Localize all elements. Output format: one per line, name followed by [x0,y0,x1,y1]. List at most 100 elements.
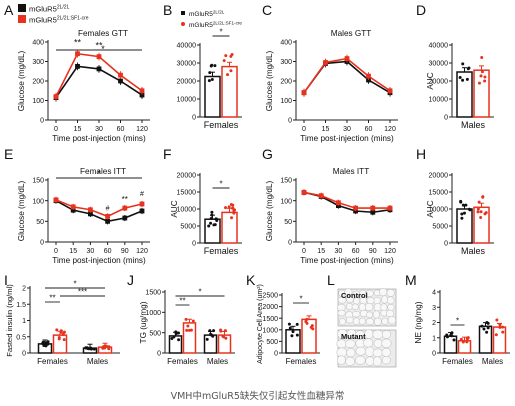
x-category-label: Females [442,357,473,366]
x-category-label: Males [87,357,108,366]
significance-label: * [97,169,101,179]
y-axis-label: AUC [426,72,435,89]
x-category-label: Males [207,357,228,366]
y-tick-label: 0 [22,351,26,358]
data-dot [222,59,226,63]
y-tick-label: 1 [432,335,436,342]
significance-label: ** [122,195,128,204]
x-tick-label: 120 [136,248,148,255]
data-dot [480,324,484,328]
data-dot [213,64,217,68]
panel-letter-f: F [163,146,172,162]
data-point [122,215,128,221]
data-point [70,207,76,213]
panel-letter-l: L [327,272,335,288]
data-dot [479,210,483,214]
y-tick-label: 1.5 [16,302,26,309]
data-dot [465,77,469,81]
x-axis-label: Time post-injection (mins) [300,134,394,143]
x-tick-label: 30 [95,126,103,133]
y-tick-label: 10000 [429,97,449,104]
significance-label: * [299,295,302,304]
x-tick-label: 60 [117,126,125,133]
series-line-control [55,199,143,223]
x-axis-label: Time post-injection (mins) [300,256,394,265]
y-tick-label: 0 [157,351,161,358]
legend-superscript: 2L/2L:SF1-cre [213,21,243,26]
y-tick-label: 100 [280,198,292,205]
x-tick-label: 15 [322,126,330,133]
significance-label: ** [179,297,185,306]
data-point [105,213,110,219]
y-tick-label: 100 [32,198,44,205]
adipocyte-cell [381,295,389,304]
y-tick-label: 0 [288,118,292,125]
y-tick-label: 4 [432,290,436,297]
data-dot [458,75,462,79]
adipocyte-cell [372,329,384,340]
y-tick-label: 5000 [180,224,196,231]
x-tick-label: 0 [302,126,306,133]
data-dot [460,216,464,220]
x-tick-label: 90 [121,248,129,255]
data-dot [486,326,490,330]
y-tick-label: 100 [280,98,292,105]
data-dot [84,346,88,350]
y-tick-label: 20000 [429,173,449,180]
data-dot [207,79,211,83]
y-tick-label: 100 [32,98,44,105]
adipocyte-cell [346,348,356,358]
data-point [53,197,59,203]
data-dot [288,326,292,330]
adipocyte-cell [387,316,397,325]
x-tick-label: 30 [343,126,351,133]
y-tick-label: 10000 [429,207,449,214]
data-dot [41,340,45,344]
data-dot [501,325,505,329]
y-tick-label: 50 [284,219,292,226]
adipocyte-cell [381,347,391,357]
x-category-label: Females [286,357,317,366]
data-point [139,201,145,207]
data-point [353,205,358,211]
data-dot [310,324,314,328]
adipocyte-cell [386,296,395,305]
significance-label: ** [49,294,55,303]
y-tick-label: 200 [280,79,292,86]
significance-label: * [198,288,201,297]
x-axis-label: Time post-injection (mins) [52,134,146,143]
x-tick-label: 60 [352,248,360,255]
data-dot [208,71,212,75]
data-dot [483,75,487,79]
y-tick-label: 0 [274,351,278,358]
adipocyte-cell [352,310,361,318]
data-dot [305,317,309,321]
x-tick-label: 30 [335,248,343,255]
data-dot [495,318,499,322]
data-dot [46,340,50,344]
x-category-label: Females [167,357,198,366]
data-dot [481,195,485,199]
y-axis-label: Glucose (mg/dL) [17,180,26,241]
data-dot [476,207,480,211]
bar [456,71,473,118]
y-tick-label: 1000 [262,327,278,334]
data-dot [468,208,472,212]
data-point [88,211,93,217]
y-axis-label: Adipocyte Cell Area (um²) [257,284,264,364]
adipocyte-cell [385,309,395,318]
data-dot [226,73,230,77]
adipocyte-cell [381,317,389,325]
data-dot [177,338,181,342]
data-dot [461,78,465,82]
data-dot [476,210,480,214]
significance-label: * [219,28,222,37]
significance-label: # [140,191,144,198]
data-dot [210,63,214,67]
significance-label: * [101,44,105,54]
y-axis-label: Glucose (mg/dL) [17,50,26,111]
data-dot [311,327,315,331]
data-dot [479,215,483,219]
x-category-label: Males [482,357,503,366]
data-dot [466,336,470,340]
